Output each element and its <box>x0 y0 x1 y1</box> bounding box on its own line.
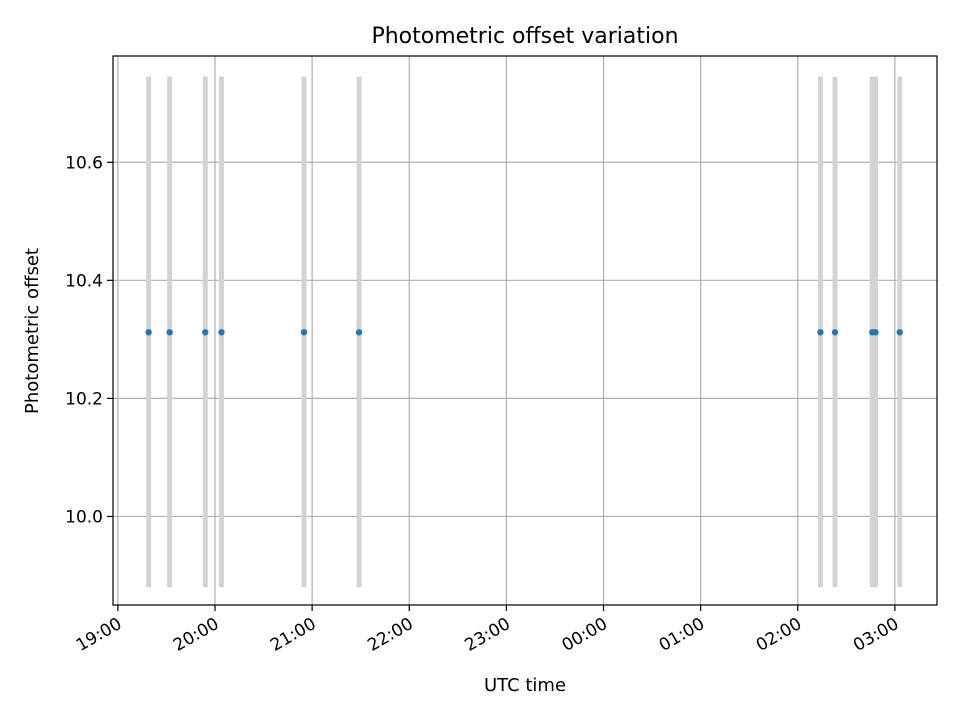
y-tick-label: 10.0 <box>65 507 103 527</box>
plot-frame <box>112 55 938 606</box>
data-point <box>145 329 152 336</box>
chart-title: Photometric offset variation <box>371 24 678 49</box>
y-tick-label: 10.6 <box>65 153 103 173</box>
y-tick-label: 10.2 <box>65 389 103 409</box>
data-point <box>166 329 173 336</box>
data-point <box>218 329 225 336</box>
data-points <box>145 329 903 336</box>
data-point <box>202 329 209 336</box>
grid <box>113 56 937 605</box>
data-point <box>831 329 839 336</box>
data-point <box>872 329 879 336</box>
data-point <box>355 329 363 336</box>
y-tick-label: 10.4 <box>65 271 103 291</box>
x-axis-label: UTC time <box>484 675 566 696</box>
y-axis-label: Photometric offset <box>22 248 43 414</box>
data-point <box>817 329 824 336</box>
data-point <box>300 329 308 336</box>
y-axis-ticks: 10.0 10.2 10.4 10.6 <box>65 153 113 527</box>
data-point <box>896 329 903 336</box>
